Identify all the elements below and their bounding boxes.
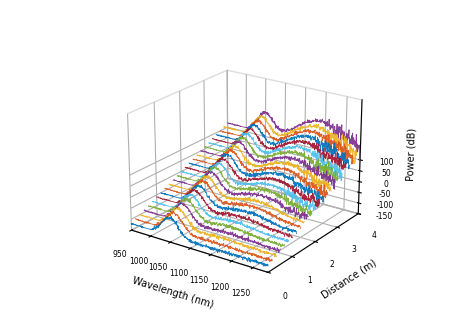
Y-axis label: Distance (m): Distance (m) [319,258,378,300]
X-axis label: Wavelength (nm): Wavelength (nm) [131,276,215,310]
